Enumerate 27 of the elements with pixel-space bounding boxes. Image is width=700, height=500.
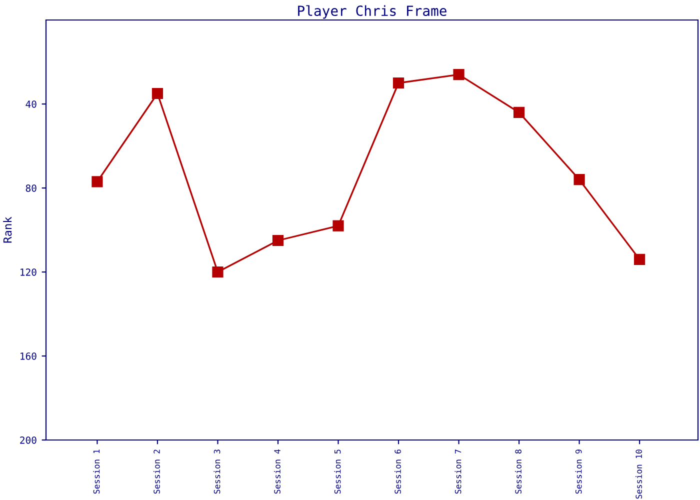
x-tick-label: Session 9: [575, 450, 582, 494]
x-tick-label: Session 4: [274, 449, 280, 494]
point: [574, 174, 585, 186]
y-tick-label: 40: [26, 100, 36, 108]
point: [92, 176, 103, 188]
y-tick-label: 200: [20, 436, 36, 444]
point: [332, 220, 344, 232]
point: [152, 88, 164, 100]
x-tick-label: Session 6: [394, 450, 401, 494]
x-tick-label: Session 3: [214, 450, 220, 494]
point: [272, 234, 284, 246]
y-axis-title: Rank: [3, 216, 12, 243]
y-tick-label: 120: [20, 268, 36, 276]
point: [453, 69, 464, 80]
y-tick-label: 80: [26, 184, 36, 192]
x-tick-label: Session 5: [334, 450, 341, 494]
point: [513, 106, 525, 118]
x-tick-label: Session 1: [93, 450, 100, 494]
point: [212, 266, 224, 278]
chart-title: Player Chris Frame: [298, 5, 446, 19]
x-tick-label: Session 2: [153, 450, 160, 494]
point: [634, 254, 646, 265]
x-tick-label: Session 10: [636, 450, 642, 499]
x-tick-label: Session 8: [515, 450, 522, 494]
x-tick-label: Session 7: [454, 450, 462, 494]
y-tick-label: 160: [20, 352, 36, 360]
point: [392, 77, 404, 89]
